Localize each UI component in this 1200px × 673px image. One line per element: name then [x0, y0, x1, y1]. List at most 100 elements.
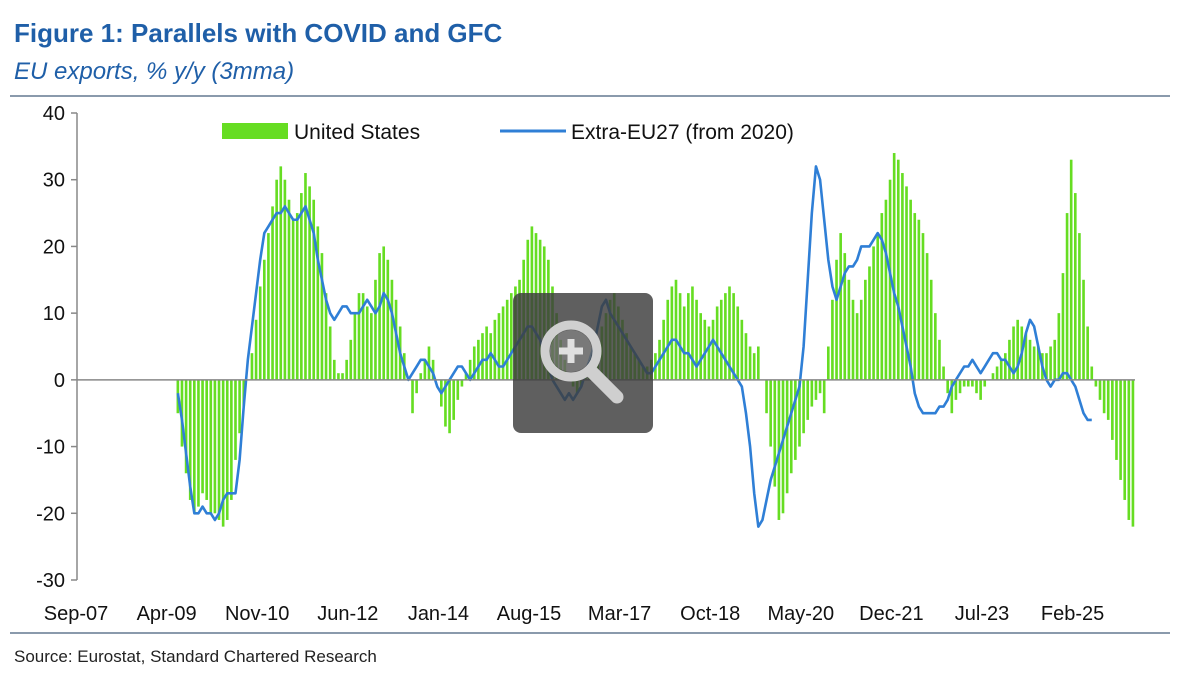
bar — [320, 253, 324, 380]
bar — [814, 379, 818, 400]
bar — [810, 379, 814, 407]
bar — [695, 299, 698, 380]
bar — [728, 286, 731, 380]
bar — [444, 379, 447, 427]
source-note: Source: Eurostat, Standard Chartered Res… — [14, 647, 377, 666]
bar — [818, 379, 822, 394]
bar — [460, 379, 464, 387]
bar — [271, 206, 274, 380]
legend: United States Extra-EU27 (from 2020) — [222, 121, 794, 144]
y-tick-label: -10 — [36, 437, 65, 459]
bar — [332, 359, 336, 380]
page-title: Figure 1: Parallels with COVID and GFC — [14, 18, 503, 48]
bar — [876, 233, 880, 380]
bar — [962, 379, 966, 387]
bar — [703, 319, 707, 380]
bar — [699, 313, 702, 380]
bar — [1086, 326, 1089, 380]
bar — [209, 379, 213, 514]
bar — [826, 346, 830, 380]
bar — [979, 379, 982, 400]
bar — [691, 286, 694, 380]
bars-layer — [176, 153, 1135, 527]
y-tick-label: 10 — [43, 303, 65, 325]
bar — [300, 193, 303, 380]
bar — [353, 313, 357, 380]
bar — [262, 259, 266, 380]
bar — [1012, 326, 1015, 380]
bar — [757, 346, 760, 380]
bar — [1032, 346, 1036, 380]
y-tick-label: 40 — [43, 103, 65, 125]
bar — [925, 253, 929, 380]
zoom-button[interactable] — [513, 293, 653, 433]
bar — [279, 166, 283, 380]
bar — [1053, 339, 1057, 380]
bar — [1131, 379, 1135, 527]
bar — [427, 346, 431, 380]
bar — [839, 233, 842, 380]
bar — [1057, 313, 1061, 380]
bar — [868, 266, 871, 380]
bar — [464, 373, 468, 380]
bar — [489, 333, 493, 380]
bar — [884, 199, 888, 380]
bar — [958, 379, 962, 394]
bar — [324, 293, 328, 380]
bar — [724, 293, 727, 380]
bar — [806, 379, 810, 420]
page-subtitle: EU exports, % y/y (3mma) — [14, 58, 295, 85]
bar — [905, 186, 908, 380]
bar — [221, 379, 225, 527]
bar — [328, 326, 332, 380]
legend-label-us: United States — [294, 121, 420, 144]
bar — [295, 213, 299, 380]
bar — [390, 279, 394, 380]
bar — [341, 373, 344, 380]
bar — [835, 259, 838, 380]
bar — [230, 379, 233, 500]
x-tick-label: Oct-18 — [680, 603, 740, 625]
bar — [950, 379, 954, 414]
bar — [913, 213, 917, 380]
bar — [415, 379, 418, 394]
bar — [785, 379, 789, 494]
x-tick-label: Jun-12 — [317, 603, 378, 625]
bar — [316, 226, 320, 380]
bar — [983, 379, 987, 387]
bar — [337, 373, 340, 380]
bar — [1008, 339, 1011, 380]
bar — [304, 173, 307, 380]
bar — [954, 379, 958, 400]
bar — [394, 299, 398, 380]
bar — [419, 373, 423, 380]
bar — [1036, 346, 1040, 380]
bar — [1024, 333, 1028, 380]
bar — [666, 299, 670, 380]
bar — [662, 319, 665, 380]
bar — [1073, 193, 1077, 380]
bar — [193, 379, 196, 514]
x-tick-label: Jan-14 — [408, 603, 469, 625]
bar — [1127, 379, 1131, 520]
bar — [715, 306, 719, 380]
bar — [781, 379, 785, 514]
bar — [707, 326, 711, 380]
y-tick-label: 0 — [54, 370, 65, 392]
bar — [946, 379, 949, 394]
bar — [1090, 366, 1094, 380]
bar — [859, 299, 863, 380]
bar — [312, 199, 316, 380]
bar — [267, 233, 270, 380]
bar — [995, 366, 999, 380]
bar — [975, 379, 978, 394]
bar — [378, 253, 381, 380]
bar — [942, 366, 945, 380]
bar — [386, 259, 390, 380]
bar — [1049, 346, 1052, 380]
zoom-in-icon — [540, 320, 624, 404]
bar — [1098, 379, 1102, 400]
bar — [744, 333, 748, 380]
bar — [1078, 233, 1081, 380]
bar — [472, 346, 476, 380]
